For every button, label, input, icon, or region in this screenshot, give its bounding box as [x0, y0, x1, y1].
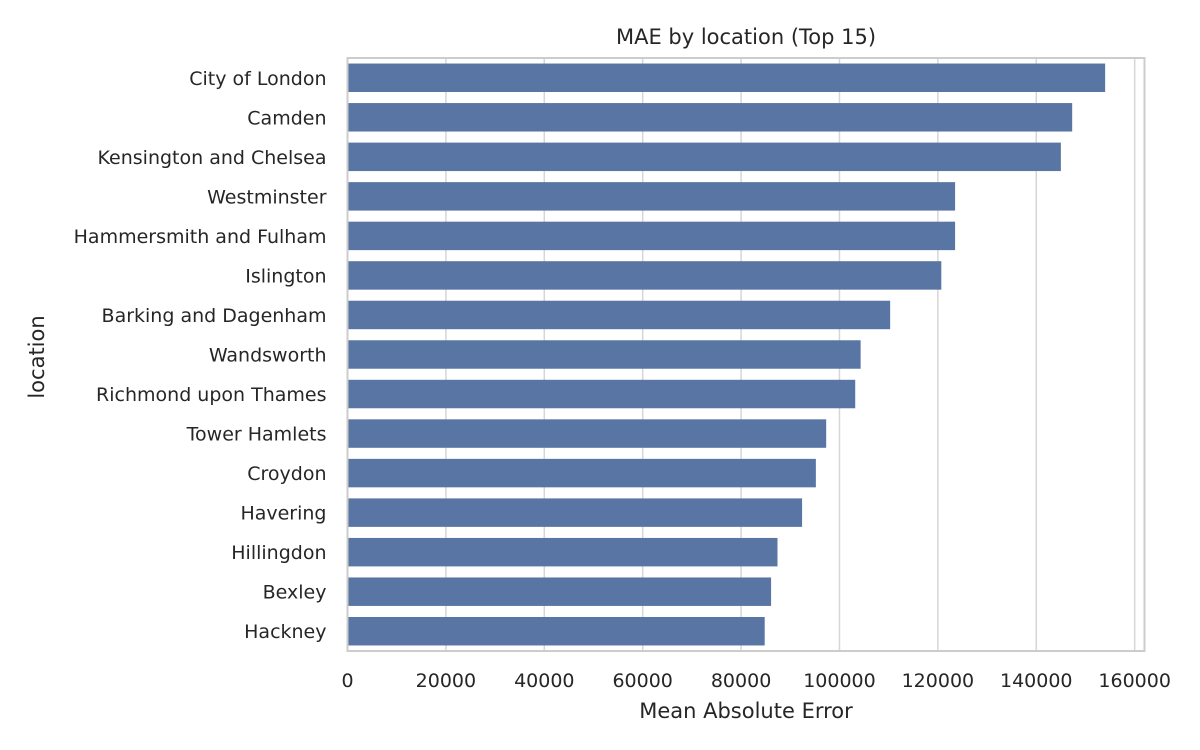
bar [347, 577, 772, 606]
x-tick-label: 80000 [711, 670, 771, 692]
plot-frame [346, 57, 1146, 652]
category-label: Havering [240, 503, 326, 525]
bar [347, 63, 1106, 92]
bar [347, 498, 803, 527]
category-label: Hackney [244, 621, 326, 643]
category-label: Wandsworth [209, 345, 327, 367]
bar [347, 142, 1061, 172]
category-label: Westminster [207, 186, 327, 208]
bar [347, 419, 827, 448]
category-label: Camden [247, 107, 326, 129]
category-label: Hammersmith and Fulham [74, 226, 327, 248]
bar [347, 221, 956, 251]
category-label: City of London [189, 68, 326, 90]
category-label: Tower Hamlets [186, 424, 327, 446]
x-tick-label: 100000 [803, 670, 876, 692]
bar [347, 617, 765, 646]
category-label: Kensington and Chelsea [98, 147, 327, 169]
chart-title: MAE by location (Top 15) [616, 25, 876, 49]
x-tick-label: 20000 [416, 670, 476, 692]
x-tick-label: 140000 [1000, 670, 1073, 692]
x-tick-label: 120000 [902, 670, 975, 692]
category-label: Hillingdon [231, 542, 326, 564]
bar [347, 103, 1073, 132]
y-axis-label: location [25, 315, 49, 398]
category-label: Barking and Dagenham [102, 305, 327, 327]
x-tick-label: 40000 [514, 670, 574, 692]
x-tick-label: 160000 [1098, 670, 1171, 692]
category-label: Richmond upon Thames [96, 384, 326, 406]
category-label: Bexley [263, 582, 327, 604]
category-label: Croydon [247, 463, 326, 485]
bar [347, 458, 816, 488]
bar [347, 340, 861, 369]
x-tick-label: 60000 [612, 670, 672, 692]
x-axis-label: Mean Absolute Error [639, 699, 853, 723]
x-tick-labels: 0 20000 40000 60000 80000 100000 120000 140000 1… [341, 670, 1170, 692]
bar [347, 261, 942, 290]
bar [347, 300, 891, 330]
bar [347, 182, 956, 211]
category-labels: City of London Camden Kensington and Chels… [74, 68, 327, 643]
bar [347, 379, 856, 409]
bars [347, 63, 1106, 646]
x-tick-label: 0 [341, 670, 353, 692]
category-label: Islington [245, 265, 326, 287]
bar [347, 537, 778, 567]
